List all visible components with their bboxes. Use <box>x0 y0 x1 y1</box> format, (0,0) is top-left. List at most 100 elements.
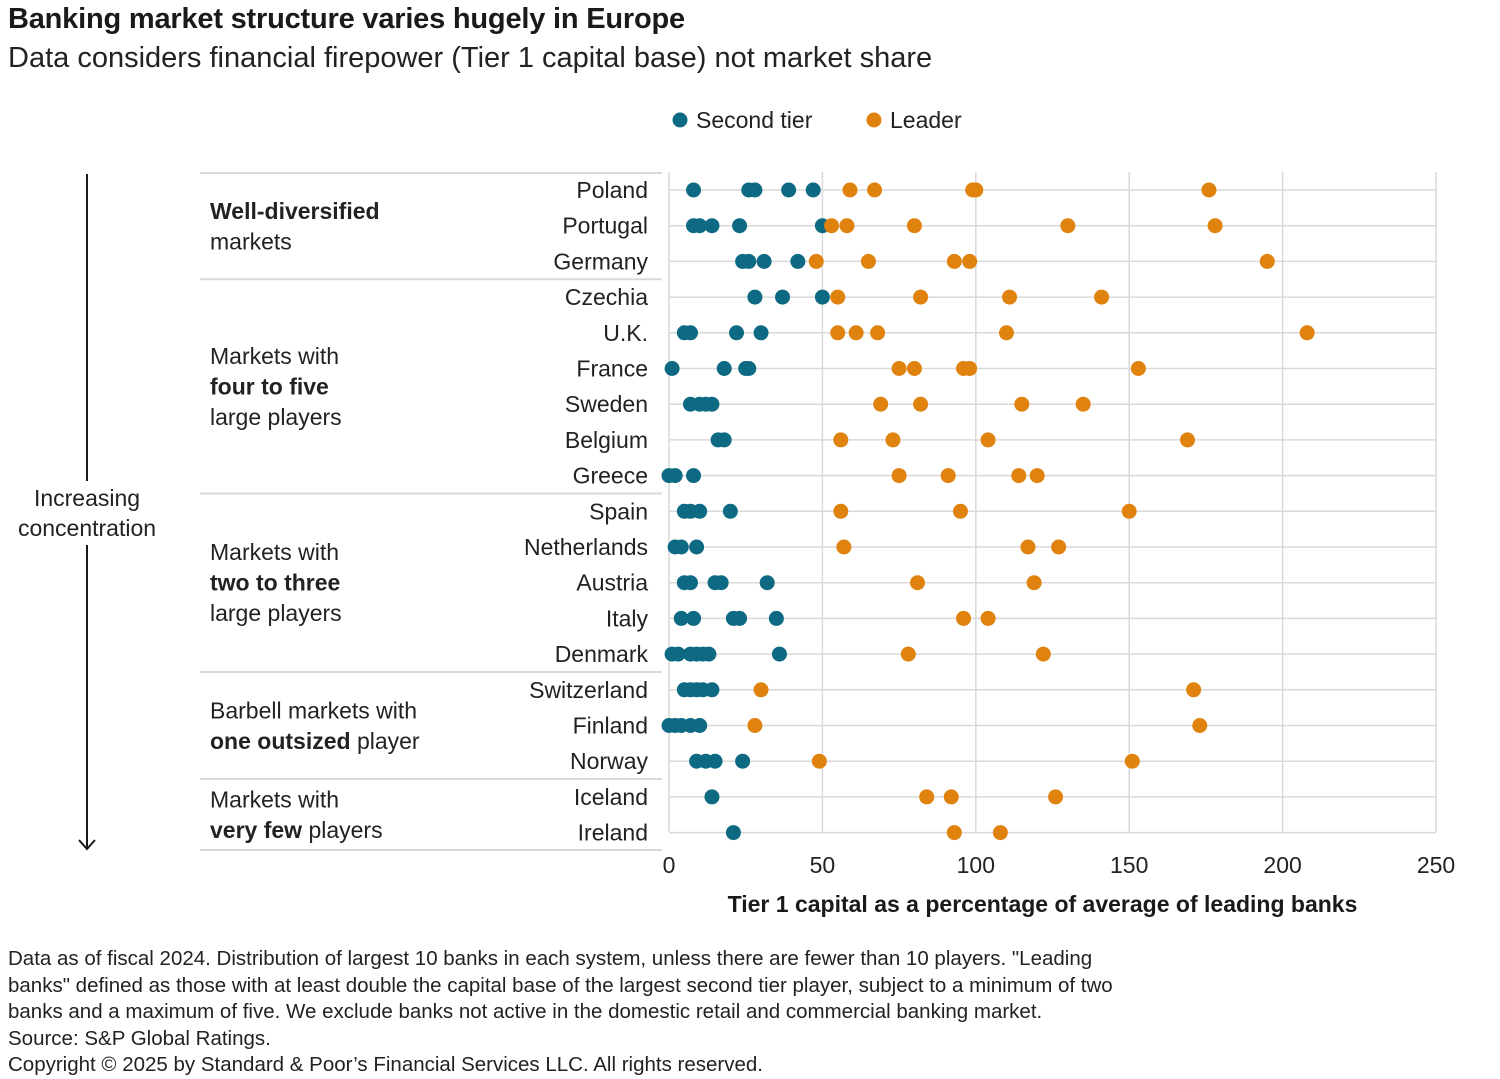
leader-dot <box>1130 361 1146 376</box>
country-label: Poland <box>576 177 648 203</box>
second-tier-dot <box>682 575 698 591</box>
leader-dot <box>860 253 876 269</box>
leader-dot <box>833 503 849 519</box>
second-tier-dot <box>775 289 791 305</box>
leader-dot <box>919 789 935 805</box>
leader-dot <box>906 218 922 234</box>
second-tier-dot <box>768 610 784 626</box>
legend-leader-label: Leader <box>890 107 962 133</box>
second-tier-dot <box>704 789 720 805</box>
legend-leader-marker <box>866 112 882 128</box>
leader-dot <box>1029 468 1045 484</box>
second-tier-dot <box>686 182 702 198</box>
x-tick-label: 50 <box>810 852 836 878</box>
group-label: large players <box>210 600 342 626</box>
country-label: Austria <box>576 570 648 596</box>
footnote: Data as of fiscal 2024. Distribution of … <box>8 946 1268 1079</box>
group-label-text: Markets with <box>210 539 339 565</box>
leader-dot <box>833 432 849 448</box>
leader-dot <box>968 182 984 198</box>
second-tier-dot <box>667 468 683 484</box>
leader-dot <box>1179 432 1195 448</box>
country-label: Portugal <box>562 213 648 239</box>
leader-dot <box>811 753 827 769</box>
second-tier-dot <box>704 396 720 412</box>
leader-dot <box>830 325 846 341</box>
second-tier-dot <box>735 753 751 769</box>
leader-dot <box>1011 468 1027 484</box>
concentration-arrow-head <box>78 839 96 851</box>
leader-dot <box>1026 575 1042 591</box>
country-label: Norway <box>570 748 648 774</box>
country-label: Finland <box>573 713 648 739</box>
group-label: two to three <box>210 570 340 596</box>
leader-dot <box>824 218 840 234</box>
group-label-text: player <box>351 728 420 754</box>
leader-dot <box>753 682 769 698</box>
country-label: U.K. <box>603 320 648 346</box>
leader-dot <box>870 325 886 341</box>
leader-dot <box>946 825 962 841</box>
leader-dot <box>842 182 858 198</box>
x-tick-label: 100 <box>957 852 995 878</box>
second-tier-dot <box>732 610 748 626</box>
concentration-label: Increasing <box>34 485 140 511</box>
concentration-label: concentration <box>18 515 156 541</box>
leader-dot <box>952 503 968 519</box>
group-label-text: large players <box>210 600 342 626</box>
second-tier-dot <box>704 682 720 698</box>
second-tier-dot <box>732 218 748 234</box>
second-tier-dot <box>682 325 698 341</box>
legend-second-tier-label: Second tier <box>696 107 813 133</box>
leader-dot <box>913 289 929 305</box>
footnote-line: banks" defined as those with at least do… <box>8 973 1113 997</box>
second-tier-dot <box>664 361 680 376</box>
x-tick-label: 200 <box>1263 852 1301 878</box>
leader-dot <box>962 253 978 269</box>
country-label: Netherlands <box>524 534 648 560</box>
leader-dot <box>1207 218 1223 234</box>
group-label: very few players <box>210 817 383 843</box>
country-label: France <box>576 356 648 382</box>
x-axis-title: Tier 1 capital as a percentage of averag… <box>728 891 1358 917</box>
leader-dot <box>867 182 883 198</box>
leader-dot <box>992 825 1008 841</box>
leader-dot <box>891 361 907 376</box>
second-tier-dot <box>728 325 744 341</box>
leader-dot <box>906 361 922 376</box>
country-label: Switzerland <box>529 677 648 703</box>
leader-dot <box>980 432 996 448</box>
second-tier-dot <box>741 253 757 269</box>
second-tier-dot <box>771 646 787 662</box>
country-label: Belgium <box>565 427 648 453</box>
group-label-bold: two to three <box>210 570 340 596</box>
leader-dot <box>946 253 962 269</box>
second-tier-dot <box>790 253 806 269</box>
leader-dot <box>848 325 864 341</box>
second-tier-dot <box>716 361 732 376</box>
group-label-text: players <box>302 817 383 843</box>
second-tier-dot <box>692 718 708 733</box>
second-tier-dot <box>692 503 708 519</box>
leader-dot <box>1002 289 1018 305</box>
leader-dot <box>1094 289 1110 305</box>
leader-dot <box>900 646 916 662</box>
second-tier-dot <box>747 182 763 198</box>
leader-dot <box>1299 325 1315 341</box>
second-tier-dot <box>692 218 708 234</box>
leader-dot <box>910 575 926 591</box>
second-tier-dot <box>741 361 757 376</box>
country-label: Ireland <box>578 820 648 846</box>
leader-dot <box>836 539 852 555</box>
group-label: Markets with <box>210 539 339 565</box>
group-label-text: markets <box>210 228 292 254</box>
leader-dot <box>1201 182 1217 198</box>
leader-dot <box>1048 789 1064 805</box>
leader-dot <box>873 396 889 412</box>
leader-dot <box>885 432 901 448</box>
x-tick-label: 150 <box>1110 852 1148 878</box>
second-tier-dot <box>759 575 775 591</box>
leader-dot <box>998 325 1014 341</box>
leader-dot <box>1192 718 1208 733</box>
